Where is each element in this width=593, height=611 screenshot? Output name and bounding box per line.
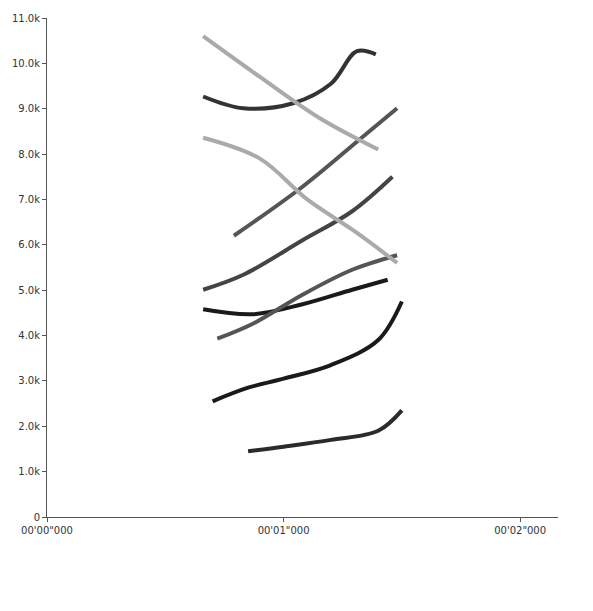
svg-text:5.0k: 5.0k xyxy=(18,285,40,296)
svg-text:00'02"000: 00'02"000 xyxy=(494,525,546,536)
svg-text:8.0k: 8.0k xyxy=(18,149,40,160)
svg-text:7.0k: 7.0k xyxy=(18,194,40,205)
svg-text:0: 0 xyxy=(34,512,40,523)
svg-text:00'00"000: 00'00"000 xyxy=(21,525,73,536)
svg-text:9.0k: 9.0k xyxy=(18,103,40,114)
svg-text:3.0k: 3.0k xyxy=(18,375,40,386)
svg-text:10.0k: 10.0k xyxy=(12,58,40,69)
svg-text:1.0k: 1.0k xyxy=(18,466,40,477)
svg-text:00'01"000: 00'01"000 xyxy=(258,525,310,536)
svg-text:6.0k: 6.0k xyxy=(18,239,40,250)
svg-text:4.0k: 4.0k xyxy=(18,330,40,341)
svg-text:11.0k: 11.0k xyxy=(12,13,40,24)
svg-text:2.0k: 2.0k xyxy=(18,421,40,432)
